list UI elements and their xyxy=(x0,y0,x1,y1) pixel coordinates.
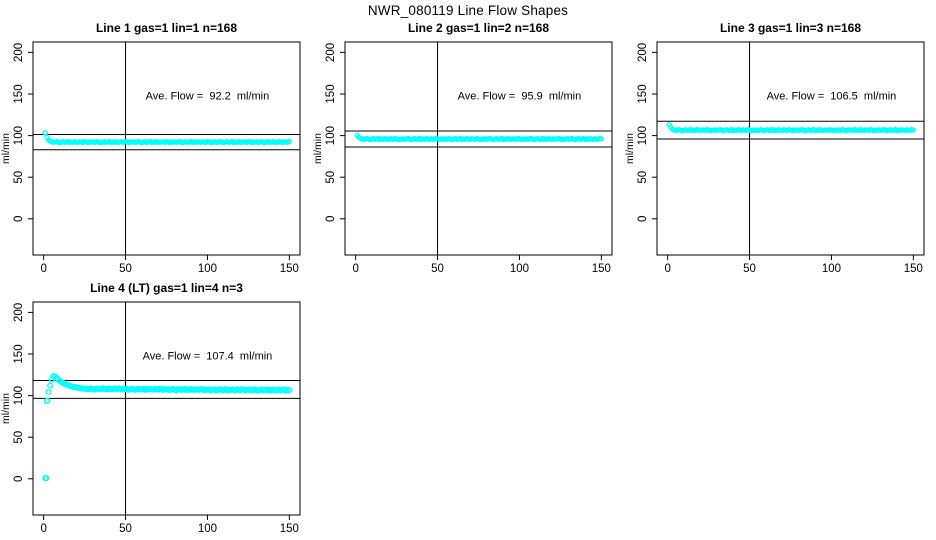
y-tick-label: 150 xyxy=(637,84,649,103)
x-tick-label: 0 xyxy=(40,523,46,535)
chart-canvas: 0 50 100 150 0 50 100 150 200 ml/min Line 4 (LT) g… xyxy=(0,281,301,535)
ave-flow-annotation: Ave. Flow = 95.9 ml/min xyxy=(458,91,582,103)
y-tick-label: 150 xyxy=(13,84,25,103)
subplot-title: Line 3 gas=1 lin=3 n=168 xyxy=(720,21,861,35)
x-tick-label: 150 xyxy=(592,263,611,275)
subplot-title: Line 2 gas=1 lin=2 n=168 xyxy=(408,21,549,35)
x-tick-label: 0 xyxy=(40,263,46,275)
ave-flow-annotation: Ave. Flow = 107.4 ml/min xyxy=(143,351,273,363)
plot-box xyxy=(656,41,925,256)
y-tick-label: 0 xyxy=(13,476,25,482)
subplot-title: Line 1 gas=1 lin=1 n=168 xyxy=(96,21,237,35)
x-tick-label: 100 xyxy=(822,263,841,275)
chart-canvas: 0 50 100 150 0 50 100 150 200 ml/min Line 3 gas=1 … xyxy=(624,21,925,275)
y-tick-label: 0 xyxy=(13,216,25,222)
scatter-points xyxy=(42,373,293,482)
x-tick-label: 50 xyxy=(743,263,756,275)
y-tick-label: 150 xyxy=(325,84,337,103)
subplot-line3: 0 50 100 150 0 50 100 150 200 ml/min Line 3 gas=1 … xyxy=(624,18,936,280)
subplot-line2: 0 50 100 150 0 50 100 150 200 ml/min Line 2 gas=1 … xyxy=(312,18,624,280)
scatter-points xyxy=(354,132,605,143)
y-axis-label: ml/min xyxy=(624,133,636,164)
x-tick-label: 100 xyxy=(198,523,217,535)
x-tick-label: 50 xyxy=(119,263,132,275)
y-tick-label: 200 xyxy=(325,43,337,62)
y-tick-label: 50 xyxy=(325,171,337,184)
x-tick-label: 50 xyxy=(119,523,132,535)
y-tick-label: 50 xyxy=(13,171,25,184)
y-axis-label: ml/min xyxy=(0,393,12,424)
scatter-points xyxy=(42,130,293,146)
x-tick-label: 100 xyxy=(510,263,529,275)
y-tick-label: 100 xyxy=(637,126,649,145)
page-title: NWR_080119 Line Flow Shapes xyxy=(367,3,569,18)
ave-flow-annotation: Ave. Flow = 106.5 ml/min xyxy=(767,91,897,103)
y-tick-label: 50 xyxy=(637,171,649,184)
y-tick-label: 150 xyxy=(13,344,25,363)
ave-flow-annotation: Ave. Flow = 92.2 ml/min xyxy=(146,91,270,103)
y-tick-label: 100 xyxy=(13,126,25,145)
y-tick-label: 200 xyxy=(13,43,25,62)
y-tick-label: 0 xyxy=(325,216,337,222)
plot-box xyxy=(32,301,301,516)
subplot-line4: 0 50 100 150 0 50 100 150 200 ml/min Line 4 (LT) g… xyxy=(0,278,312,540)
y-tick-label: 100 xyxy=(325,126,337,145)
x-tick-label: 150 xyxy=(280,523,299,535)
y-tick-label: 100 xyxy=(13,386,25,405)
y-tick-label: 50 xyxy=(13,431,25,444)
y-tick-label: 200 xyxy=(13,303,25,322)
y-axis-label: ml/min xyxy=(312,133,324,164)
subplot-title: Line 4 (LT) gas=1 lin=4 n=3 xyxy=(90,281,243,295)
y-axis-label: ml/min xyxy=(0,133,12,164)
chart-canvas: 0 50 100 150 0 50 100 150 200 ml/min Line 1 gas=1 … xyxy=(0,21,301,275)
x-tick-label: 100 xyxy=(198,263,217,275)
x-tick-label: 0 xyxy=(352,263,358,275)
subplot-line1: 0 50 100 150 0 50 100 150 200 ml/min Line 1 gas=1 … xyxy=(0,18,312,280)
chart-canvas: 0 50 100 150 0 50 100 150 200 ml/min Line 2 gas=1 … xyxy=(312,21,613,275)
y-tick-label: 200 xyxy=(637,43,649,62)
plot-box xyxy=(344,41,613,256)
x-tick-label: 150 xyxy=(280,263,299,275)
x-tick-label: 50 xyxy=(431,263,444,275)
plot-box xyxy=(32,41,301,256)
x-tick-label: 150 xyxy=(904,263,923,275)
y-tick-label: 0 xyxy=(637,216,649,222)
x-tick-label: 0 xyxy=(664,263,670,275)
scatter-points xyxy=(666,121,917,134)
